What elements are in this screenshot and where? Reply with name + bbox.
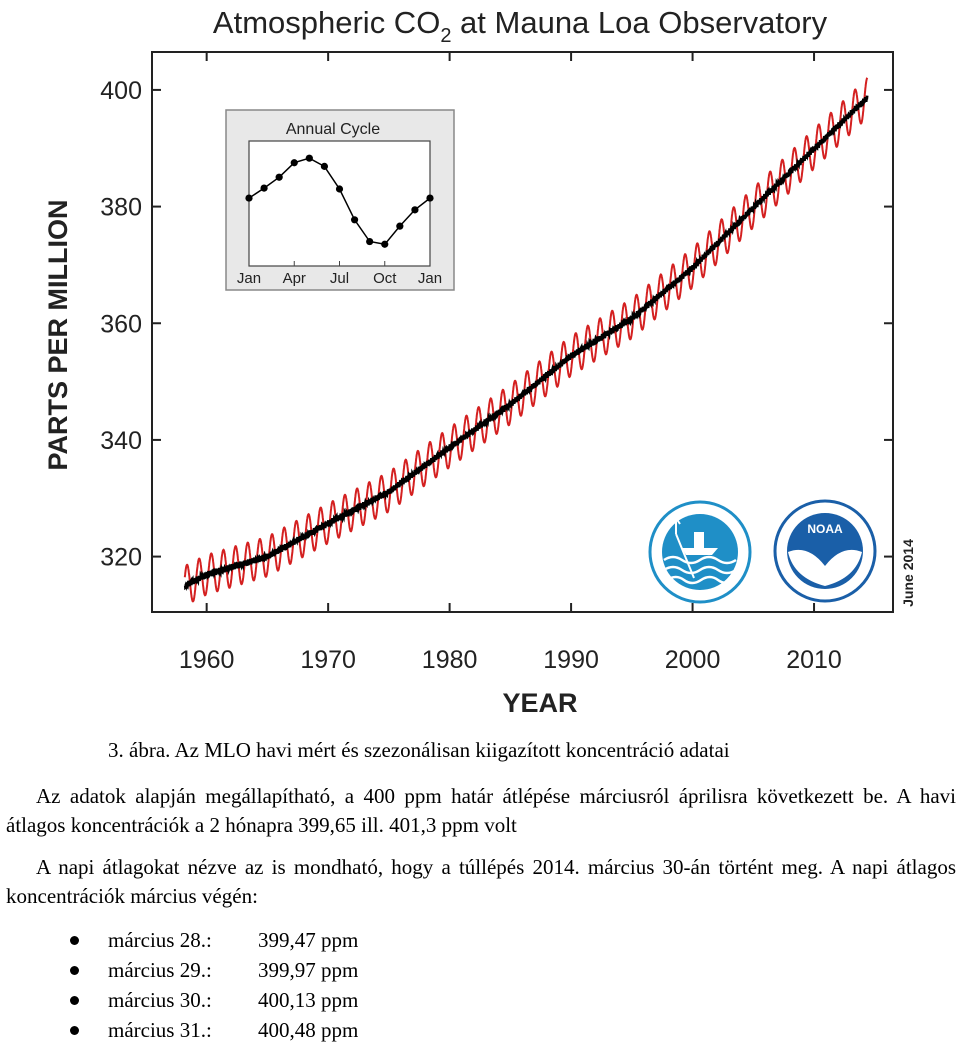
x-tick-label: 2010 xyxy=(786,646,842,674)
inset-title: Annual Cycle xyxy=(286,121,380,138)
x-axis: 1960 1970 1980 1990 2000 2010 xyxy=(179,52,842,674)
inset-point xyxy=(350,216,359,224)
bullet-icon xyxy=(70,1026,79,1035)
list-item-date: március 29.: xyxy=(108,958,212,982)
list-item-value: 400,13 ppm xyxy=(258,988,359,1012)
bullet-icon xyxy=(70,966,79,975)
annual-cycle-inset: Annual Cycle Jan Apr Jul Oct Jan xyxy=(225,109,455,291)
list-item-date: március 30.: xyxy=(108,988,212,1012)
paragraph-2: A napi átlagokat nézve az is mondható, h… xyxy=(6,853,956,911)
inset-tick-label: Apr xyxy=(283,270,306,287)
inset-point xyxy=(290,159,298,167)
paragraph-2-text: A napi átlagokat nézve az is mondható, h… xyxy=(6,855,956,908)
y-axis-title: PARTS PER MILLION xyxy=(43,199,73,470)
inset-plot-frame xyxy=(248,140,431,267)
inset-tick-label: Oct xyxy=(373,270,397,287)
list-item-value: 399,47 ppm xyxy=(258,928,359,952)
x-axis-title: YEAR xyxy=(502,688,577,718)
inset-point xyxy=(366,237,374,246)
inset-points xyxy=(245,154,434,248)
y-tick-label: 340 xyxy=(100,427,142,455)
y-tick-label: 380 xyxy=(100,194,142,222)
y-tick-label: 400 xyxy=(100,77,142,105)
list-item-date: március 31.: xyxy=(108,1018,212,1042)
x-tick-label: 1990 xyxy=(543,646,599,674)
scripps-logo xyxy=(648,500,752,604)
inset-point xyxy=(426,194,434,202)
inset-point xyxy=(381,240,389,248)
inset-point xyxy=(396,222,404,230)
y-tick-label: 360 xyxy=(100,310,142,338)
trident-icon xyxy=(671,516,695,579)
chart-title: Atmospheric CO2 at Mauna Loa Observatory xyxy=(213,5,828,47)
ship-icon xyxy=(682,532,718,555)
x-tick-label: 2000 xyxy=(665,646,721,674)
inset-tick-label: Jan xyxy=(418,270,442,287)
series-seasonally-corrected xyxy=(183,95,869,592)
co2-chart: Atmospheric CO2 at Mauna Loa Observatory… xyxy=(43,5,916,718)
inset-tick-label: Jan xyxy=(237,270,261,287)
inset-point xyxy=(260,184,268,192)
inset-tick-label: Jul xyxy=(330,270,349,287)
inset-point xyxy=(275,173,283,181)
list-item-value: 400,48 ppm xyxy=(258,1018,359,1042)
bullet-icon xyxy=(70,936,79,945)
y-tick-label: 320 xyxy=(100,544,142,572)
noaa-logo-text: NOAA xyxy=(807,522,843,536)
inset-point xyxy=(320,162,329,170)
inset-point xyxy=(245,194,253,202)
x-tick-label: 1960 xyxy=(179,646,235,674)
inset-x-axis: Jan Apr Jul Oct Jan xyxy=(237,261,442,287)
x-tick-label: 1980 xyxy=(422,646,478,674)
noaa-bird-icon xyxy=(788,549,862,586)
inset-point xyxy=(335,185,344,193)
x-tick-label: 1970 xyxy=(300,646,356,674)
inset-point xyxy=(411,206,419,214)
series-monthly-mean xyxy=(183,77,869,603)
scripps-waves-icon xyxy=(663,555,737,585)
figure-caption: 3. ábra. Az MLO havi mért és szezonálisa… xyxy=(108,738,730,762)
list-item-date: március 28.: xyxy=(108,928,212,952)
inset-point xyxy=(305,154,313,162)
bullet-icon xyxy=(70,996,79,1005)
y-axis: 320 340 360 380 400 xyxy=(100,77,893,572)
date-annotation: June 2014 xyxy=(900,539,916,607)
noaa-logo: NOAA xyxy=(773,499,877,603)
list-item-value: 399,97 ppm xyxy=(258,958,359,982)
paragraph-1-text: Az adatok alapján megállapítható, a 400 … xyxy=(6,784,956,837)
paragraph-1: Az adatok alapján megállapítható, a 400 … xyxy=(6,782,956,840)
